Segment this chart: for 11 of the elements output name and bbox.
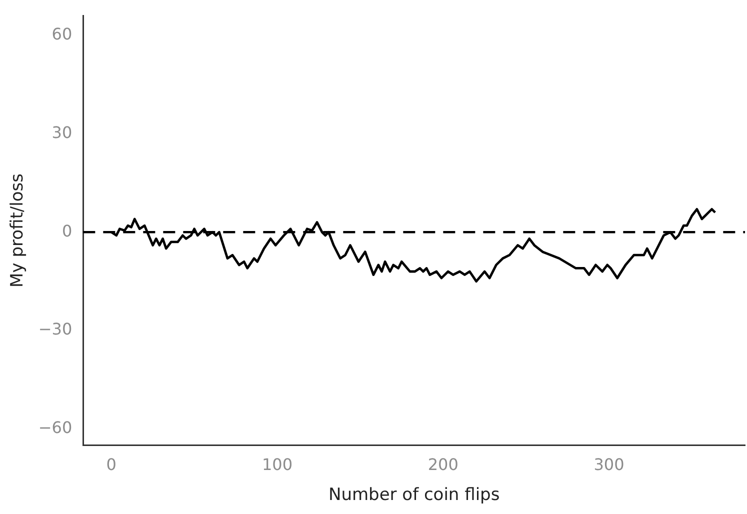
x-tick-label: 200	[428, 455, 458, 474]
x-tick-label: 100	[262, 455, 293, 474]
x-tick-label: 0	[106, 455, 116, 474]
y-tick-label: 60	[52, 24, 72, 44]
y-tick-label: 0	[62, 221, 72, 240]
y-tick-label: 30	[52, 122, 72, 142]
x-tick-label: 300	[594, 455, 624, 474]
x-axis-title: Number of coin flips	[328, 485, 500, 506]
y-axis-title: My profit/loss	[8, 173, 28, 288]
y-tick-label: −30	[38, 320, 72, 339]
y-tick-label: −60	[38, 418, 72, 438]
